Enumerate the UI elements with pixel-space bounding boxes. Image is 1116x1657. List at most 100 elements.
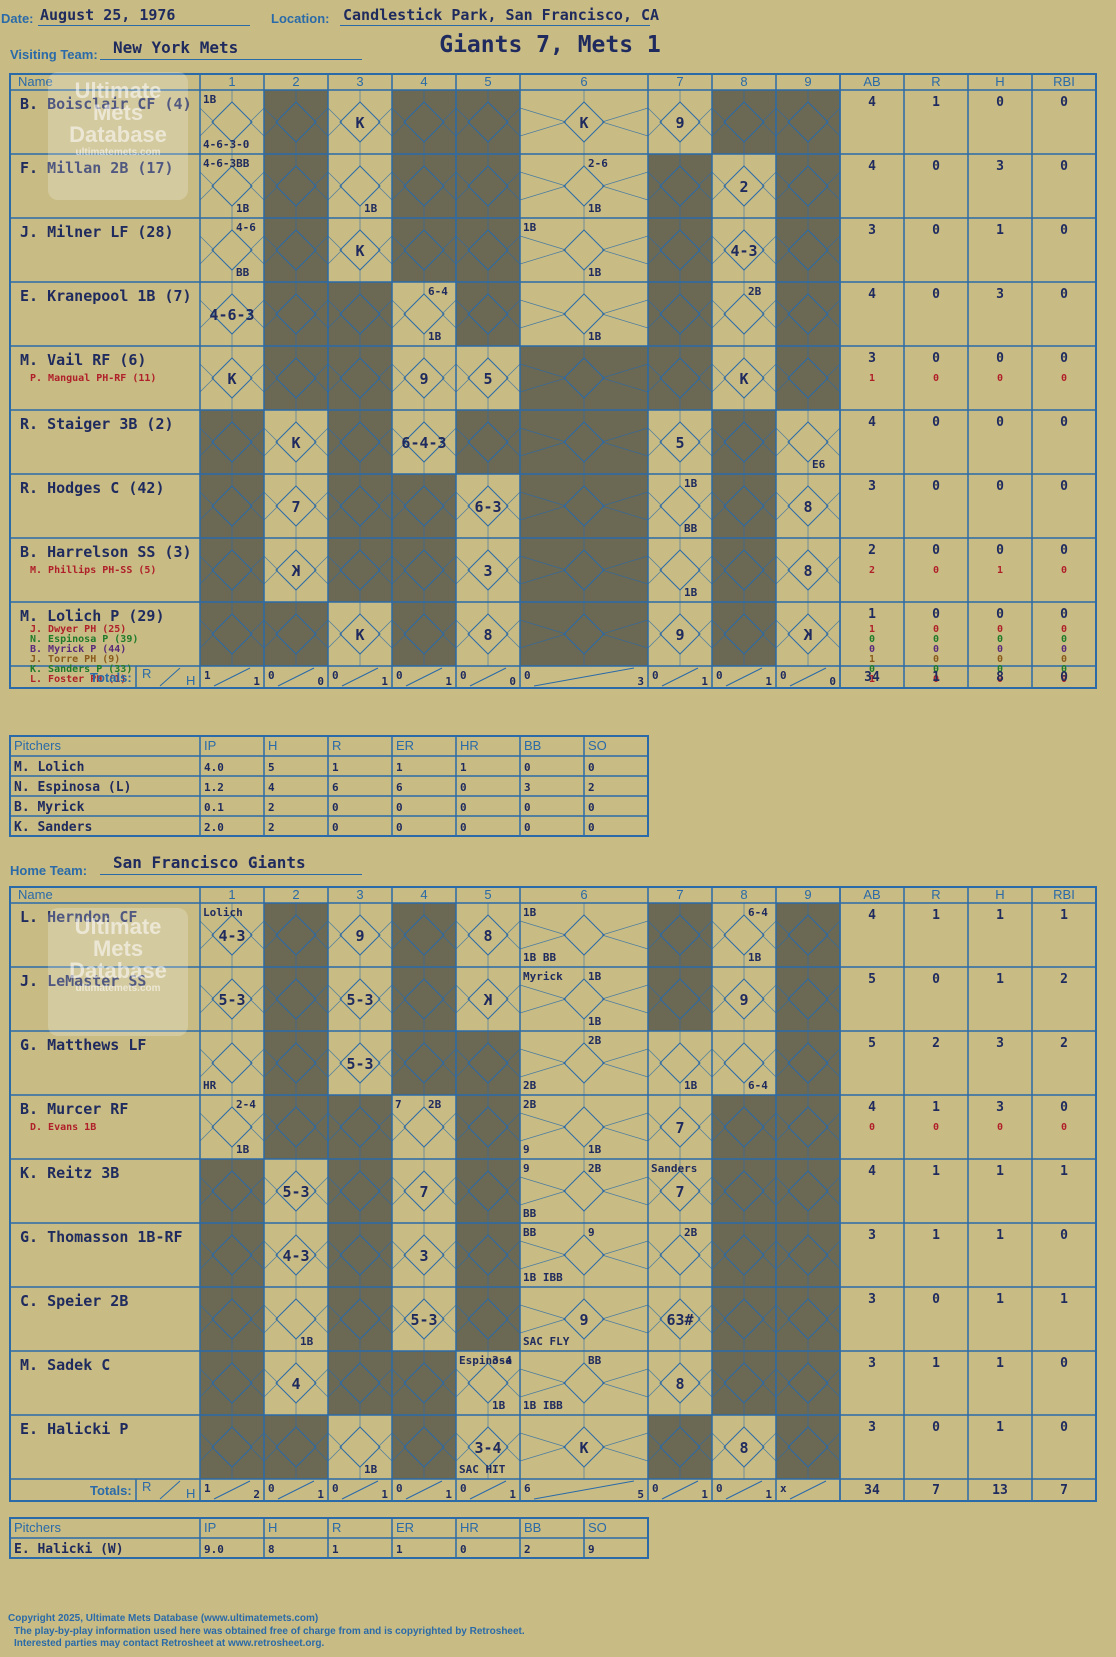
home-cell-lines bbox=[775, 1415, 841, 1479]
home-cell-lines bbox=[711, 967, 777, 1031]
visitors-pitcher-stat: 6 bbox=[396, 781, 403, 794]
home-cell-lines bbox=[263, 967, 329, 1031]
home-inning-total-slash bbox=[341, 1480, 379, 1500]
home-player-stat: 1 bbox=[932, 1164, 940, 1179]
home-play-note: 1B bbox=[523, 906, 537, 919]
visitors-pitching-table: Pitchers IP H R ER HR BB SOM. Lolich 4.0 5 1 1 1 0 0N.… bbox=[9, 735, 649, 837]
visitors-player-stat: 3 bbox=[868, 351, 876, 366]
visitors-inning-header-3: 3 bbox=[356, 74, 363, 89]
home-inning-hits: 2 bbox=[253, 1488, 260, 1501]
home-player-stat: 0 bbox=[1060, 1100, 1068, 1115]
visitors-play-note: 7 bbox=[291, 498, 300, 516]
visitors-cell-lines bbox=[775, 346, 841, 410]
home-cell-lines bbox=[711, 903, 777, 967]
home-play-note: 9 bbox=[739, 991, 748, 1009]
visitors-player-stat: 0 bbox=[996, 543, 1004, 558]
visitors-play-note: 6-3 bbox=[474, 498, 501, 516]
home-team-name: San Francisco Giants bbox=[113, 853, 306, 872]
visiting-team-label: Visiting Team: bbox=[10, 47, 98, 62]
visitors-play-note: 4-6-3-0 bbox=[203, 138, 249, 151]
footer-copyright[interactable]: Copyright 2025, Ultimate Mets Database (… bbox=[8, 1613, 319, 1624]
home-cell-lines bbox=[711, 1031, 777, 1095]
visitors-cell-lines bbox=[263, 218, 329, 282]
visitors-cell-lines bbox=[391, 218, 457, 282]
home-cell-lines bbox=[455, 1159, 521, 1223]
visitors-play-note: K bbox=[579, 114, 588, 132]
home-cell-lines bbox=[263, 1415, 329, 1479]
home-play-note: 3-4 bbox=[492, 1354, 512, 1367]
visitors-play-note: K bbox=[227, 370, 236, 388]
footer-retrosheet-contact[interactable]: Interested parties may contact Retroshee… bbox=[14, 1638, 325, 1649]
home-cell-lines bbox=[391, 967, 457, 1031]
visitors-inning-header-9: 9 bbox=[804, 74, 811, 89]
visitors-player-stat: 0 bbox=[996, 415, 1004, 430]
home-play-note: 5-3 bbox=[346, 1055, 373, 1073]
home-inning-header-8: 8 bbox=[740, 887, 747, 902]
home-player-name: M. Sadek C bbox=[20, 1356, 110, 1374]
home-cell-lines bbox=[647, 1351, 713, 1415]
home-diamond bbox=[723, 1042, 765, 1084]
visitors-pitcher-stat: 2 bbox=[268, 801, 275, 814]
visitors-player-name: B. Harrelson SS (3) bbox=[20, 543, 192, 561]
home-cell-lines bbox=[263, 1351, 329, 1415]
visitors-sub-player-stat: 0 bbox=[933, 674, 939, 685]
home-player-stat: 4 bbox=[868, 1164, 876, 1179]
visitors-cell-lines bbox=[711, 410, 777, 474]
visitors-play-note: 1B bbox=[203, 93, 217, 106]
home-name-header: Name bbox=[18, 887, 53, 902]
visitors-cell-lines bbox=[327, 218, 393, 282]
visitors-play-note: 4-6 bbox=[236, 221, 256, 234]
home-inning-header-4: 4 bbox=[420, 887, 427, 902]
visitors-sub-player-stat: 0 bbox=[933, 565, 939, 576]
visitors-pitcher-stat: 4 bbox=[268, 781, 275, 794]
home-play-note: 5-3 bbox=[346, 991, 373, 1009]
visitors-pitcher-stat: 2 bbox=[588, 781, 595, 794]
home-cell-lines bbox=[455, 903, 521, 967]
visitors-pitcher-stat: 0 bbox=[396, 801, 403, 814]
visitors-play-note: 2-6 bbox=[588, 157, 608, 170]
home-player-name: L. Herndon CF bbox=[20, 908, 137, 926]
visitors-sub-player-stat: 0 bbox=[997, 674, 1003, 685]
home-pitch-header: H bbox=[268, 1520, 277, 1535]
visitors-pitch-border bbox=[9, 735, 649, 837]
visitors-pitcher-stat: 0.1 bbox=[204, 801, 224, 814]
visitors-cell-lines bbox=[263, 602, 329, 666]
visitors-sub-player-stat: 0 bbox=[997, 664, 1003, 675]
location-underline bbox=[340, 25, 650, 26]
home-inning-runs: 6 bbox=[524, 1482, 531, 1495]
home-inning-runs: 0 bbox=[396, 1482, 403, 1495]
location-label: Location: bbox=[271, 11, 330, 26]
visitors-player-stat: 0 bbox=[1060, 607, 1068, 622]
home-cell-lines bbox=[327, 1095, 393, 1159]
home-player-stat: 1 bbox=[932, 1356, 940, 1371]
home-cell-lines bbox=[711, 1287, 777, 1351]
home-player-stat: 1 bbox=[932, 1100, 940, 1115]
visitors-cell-lines bbox=[711, 218, 777, 282]
home-player-stat: 3 bbox=[868, 1356, 876, 1371]
visitors-play-note: 1B bbox=[588, 330, 602, 343]
home-player-stat: 3 bbox=[996, 1036, 1004, 1051]
visitors-play-note: 8 bbox=[483, 626, 492, 644]
visitors-stat-header-h: H bbox=[995, 74, 1004, 89]
home-inning-hits: 1 bbox=[445, 1488, 452, 1501]
visitors-name-header: Name bbox=[18, 74, 53, 89]
visitors-cell-lines bbox=[327, 154, 393, 218]
visitors-play-note: 9 bbox=[675, 114, 684, 132]
visitors-cell-lines bbox=[327, 474, 393, 538]
visitors-sub-player-stat: 0 bbox=[1061, 654, 1067, 665]
visitors-cell-lines bbox=[455, 154, 521, 218]
home-player-stat: 1 bbox=[996, 908, 1004, 923]
home-player-name: G. Matthews LF bbox=[20, 1036, 146, 1054]
footer-retrosheet-note: The play-by-play information used here w… bbox=[14, 1626, 525, 1637]
home-play-note: 9 bbox=[588, 1226, 595, 1239]
home-player-stat: 0 bbox=[932, 1292, 940, 1307]
home-player-name: C. Speier 2B bbox=[20, 1292, 128, 1310]
visitors-player-stat: 0 bbox=[996, 351, 1004, 366]
home-inning-header-2: 2 bbox=[292, 887, 299, 902]
home-cell-lines bbox=[327, 903, 393, 967]
visitors-pitch-header: Pitchers bbox=[14, 738, 61, 753]
home-cell-lines bbox=[455, 1351, 521, 1415]
visitors-cell-lines bbox=[455, 602, 521, 666]
visitors-player-stat: 0 bbox=[1060, 159, 1068, 174]
visitors-cell-lines bbox=[647, 538, 713, 602]
